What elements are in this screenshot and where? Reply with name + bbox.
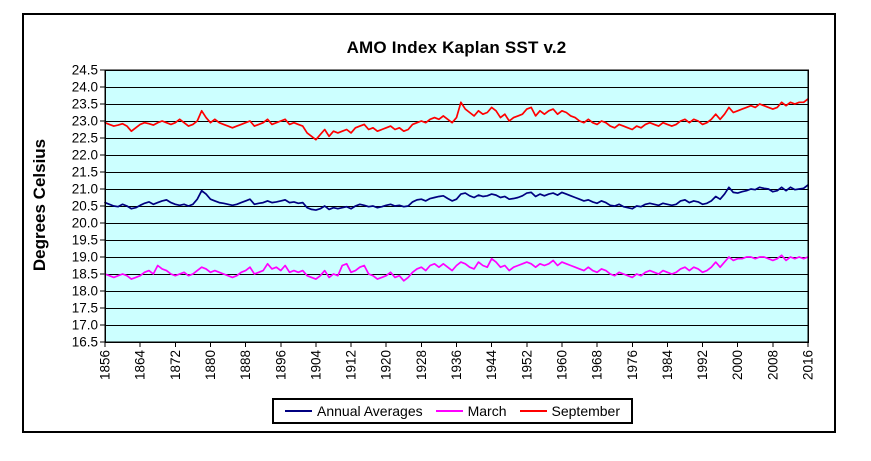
svg-text:1944: 1944 xyxy=(484,350,499,381)
svg-text:1856: 1856 xyxy=(98,350,113,380)
chart-title: AMO Index Kaplan SST v.2 xyxy=(346,38,567,57)
svg-text:22.5: 22.5 xyxy=(72,131,98,146)
svg-text:1976: 1976 xyxy=(625,350,640,380)
svg-text:1912: 1912 xyxy=(344,350,359,380)
svg-text:1968: 1968 xyxy=(590,350,605,380)
svg-text:17.0: 17.0 xyxy=(72,318,98,333)
svg-text:1936: 1936 xyxy=(449,350,464,380)
svg-text:20.5: 20.5 xyxy=(72,199,98,214)
svg-text:1992: 1992 xyxy=(695,350,710,380)
svg-text:24.0: 24.0 xyxy=(72,80,98,95)
svg-text:23.5: 23.5 xyxy=(72,97,98,112)
svg-text:16.5: 16.5 xyxy=(72,335,98,350)
legend-item-annual-averages: Annual Averages xyxy=(285,403,423,419)
legend-item-september: September xyxy=(519,403,620,419)
svg-text:22.0: 22.0 xyxy=(72,148,98,163)
svg-text:18.5: 18.5 xyxy=(72,267,98,282)
legend-label: September xyxy=(551,403,620,419)
svg-text:24.5: 24.5 xyxy=(72,63,98,78)
svg-text:1960: 1960 xyxy=(554,350,569,380)
svg-text:1880: 1880 xyxy=(203,350,218,380)
svg-text:1896: 1896 xyxy=(273,350,288,380)
svg-text:20.0: 20.0 xyxy=(72,216,98,231)
legend: Annual Averages March September xyxy=(272,398,633,424)
svg-text:1928: 1928 xyxy=(414,350,429,380)
svg-text:21.0: 21.0 xyxy=(72,182,98,197)
svg-text:1872: 1872 xyxy=(168,350,183,380)
march-line-sample xyxy=(435,410,463,412)
svg-text:1888: 1888 xyxy=(238,350,253,380)
svg-text:17.5: 17.5 xyxy=(72,301,98,316)
svg-text:1984: 1984 xyxy=(660,350,675,381)
svg-text:18.0: 18.0 xyxy=(72,284,98,299)
svg-text:21.5: 21.5 xyxy=(72,165,98,180)
svg-text:19.5: 19.5 xyxy=(72,233,98,248)
legend-label: March xyxy=(467,403,507,419)
svg-text:23.0: 23.0 xyxy=(72,114,98,129)
svg-text:2008: 2008 xyxy=(765,350,780,380)
legend-item-march: March xyxy=(435,403,507,419)
september-line-sample xyxy=(519,410,547,412)
y-axis-title: Degrees Celsius xyxy=(30,138,49,272)
legend-label: Annual Averages xyxy=(317,403,423,419)
svg-text:1904: 1904 xyxy=(308,350,323,381)
svg-text:2016: 2016 xyxy=(801,350,816,380)
annual-averages-line-sample xyxy=(285,410,312,412)
svg-text:1864: 1864 xyxy=(133,350,148,381)
svg-text:2000: 2000 xyxy=(730,350,745,380)
svg-text:19.0: 19.0 xyxy=(72,250,98,265)
svg-text:1920: 1920 xyxy=(379,350,394,380)
svg-text:1952: 1952 xyxy=(519,350,534,380)
